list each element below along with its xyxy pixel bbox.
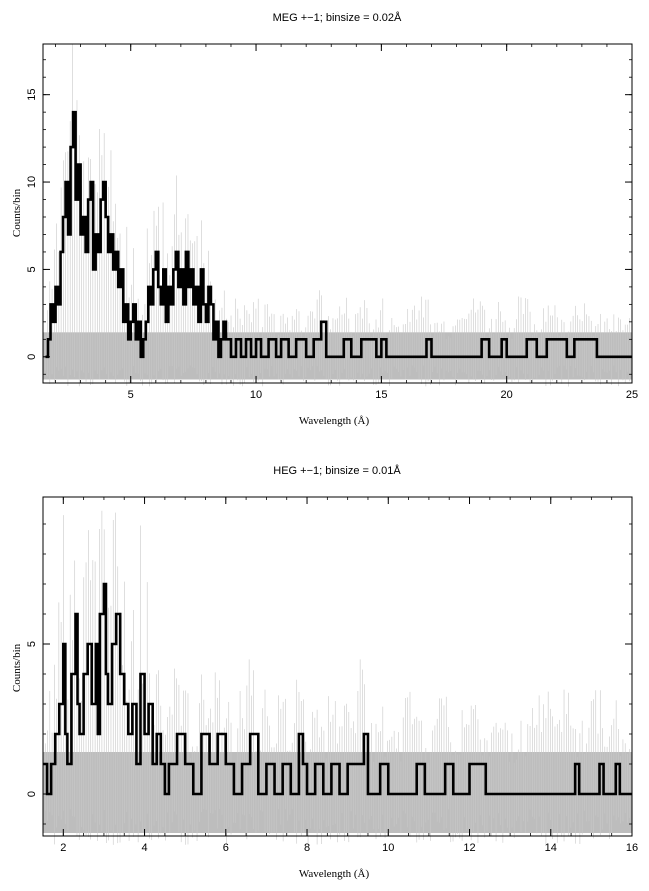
y-tick-label: 5	[26, 266, 38, 272]
meg-title: MEG +−1; binsize = 0.02Å	[273, 11, 402, 24]
x-tick-label: 8	[304, 842, 310, 854]
x-tick-label: 10	[250, 389, 262, 401]
x-tick-label: 5	[128, 389, 134, 401]
y-tick-label: 0	[26, 354, 38, 360]
heg-plot-frame	[42, 496, 633, 837]
heg-y-axis-label: Counts/bin	[11, 643, 23, 692]
x-tick-label: 15	[375, 389, 387, 401]
x-tick-label: 2	[60, 842, 66, 854]
x-tick-label: 16	[626, 842, 638, 854]
heg-title: HEG +−1; binsize = 0.01Å	[273, 464, 401, 477]
y-tick-label: 0	[26, 791, 38, 797]
heg-histogram	[43, 582, 632, 796]
meg-histogram-line	[45, 110, 632, 359]
x-tick-label: 4	[141, 842, 147, 854]
x-tick-label: 12	[463, 842, 475, 854]
y-tick-label: 10	[26, 176, 38, 188]
heg-histogram-line	[43, 582, 632, 796]
x-tick-label: 6	[223, 842, 229, 854]
meg-histogram	[45, 110, 632, 359]
meg-noise-lines	[42, 44, 633, 387]
meg-panel: MEG +−1; binsize = 0.02Å 5 10 15 20 25 0 5 10 15…	[11, 11, 638, 427]
heg-ticks: 2 4 6 8 10 12 14 16 0 5	[26, 497, 638, 854]
heg-panel: HEG +−1; binsize = 0.01Å 2 4 6 8 10 12 14 1605 …	[11, 464, 638, 880]
meg-plot-frame	[42, 43, 633, 384]
meg-y-axis-label: Counts/bin	[11, 188, 23, 237]
x-tick-label: 20	[501, 389, 513, 401]
heg-x-axis-label: Wavelength (Å)	[299, 868, 370, 880]
y-tick-label: 15	[26, 89, 38, 101]
x-tick-label: 10	[382, 842, 394, 854]
meg-x-axis-label: Wavelength (Å)	[299, 415, 370, 427]
x-tick-label: 25	[626, 389, 638, 401]
meg-ticks: 5 10 15 20 25 0 5 10 15	[26, 44, 638, 401]
y-tick-label: 5	[26, 641, 38, 647]
x-tick-label: 14	[545, 842, 557, 854]
